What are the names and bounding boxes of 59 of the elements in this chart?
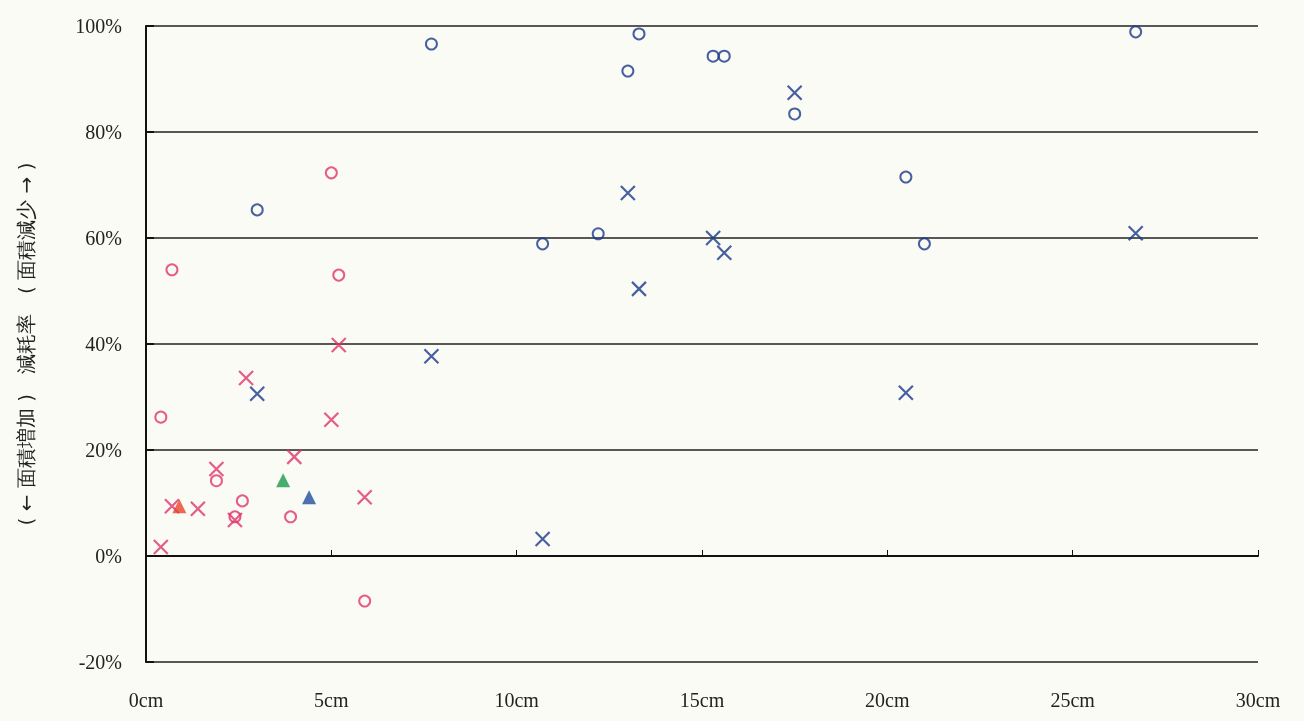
point: [323, 411, 340, 428]
y-axis-title: ( ← 面積増加 ) 減耗率 ( 面積減少 → ): [14, 162, 38, 526]
point: [154, 410, 168, 424]
point: [302, 490, 317, 505]
point: [324, 166, 338, 180]
point: [632, 27, 646, 41]
x-tick-label: 15cm: [679, 689, 725, 711]
y-tick-label: 40%: [85, 333, 122, 355]
point: [1129, 25, 1143, 39]
point: [424, 37, 438, 51]
point: [235, 494, 249, 508]
point: [152, 538, 169, 556]
point: [788, 107, 802, 121]
point: [163, 498, 181, 515]
y-tick-label: 80%: [85, 121, 122, 143]
x-tick-label: 0cm: [128, 689, 164, 711]
point: [423, 348, 440, 365]
y-tick-label: 20%: [85, 439, 122, 461]
point: [165, 263, 179, 277]
x-tick-label: 10cm: [494, 689, 540, 711]
point: [705, 229, 722, 247]
x-tick-label: 5cm: [314, 689, 349, 711]
point: [209, 474, 223, 488]
point: [717, 49, 731, 63]
point: [237, 369, 255, 387]
point: [619, 184, 636, 202]
y-tick-label: -20%: [78, 651, 122, 673]
point: [534, 530, 551, 548]
point: [330, 336, 347, 354]
x-tick-label: 25cm: [1050, 689, 1096, 711]
point: [250, 203, 264, 217]
point: [356, 489, 373, 506]
point: [358, 594, 372, 608]
x-tick-label: 30cm: [1235, 689, 1281, 711]
point: [1127, 225, 1144, 242]
point: [786, 84, 803, 101]
y-tick-label: 100%: [75, 15, 122, 37]
point: [706, 49, 720, 63]
y-tick-label: 0%: [95, 545, 122, 567]
x-tick-label: 20cm: [865, 689, 910, 711]
point: [332, 268, 346, 282]
point: [591, 227, 605, 241]
y-tick-label: 60%: [85, 227, 122, 249]
point: [249, 385, 266, 402]
point: [226, 511, 244, 529]
point: [284, 510, 298, 524]
point: [536, 237, 550, 251]
point: [621, 64, 635, 78]
point: [172, 499, 187, 514]
point: [897, 384, 914, 401]
point: [208, 460, 225, 478]
point: [276, 473, 291, 488]
point: [630, 280, 648, 297]
point: [228, 510, 242, 524]
point: [917, 237, 931, 251]
point: [716, 244, 733, 261]
point: [286, 448, 303, 465]
point: [899, 170, 913, 184]
point: [189, 500, 206, 517]
